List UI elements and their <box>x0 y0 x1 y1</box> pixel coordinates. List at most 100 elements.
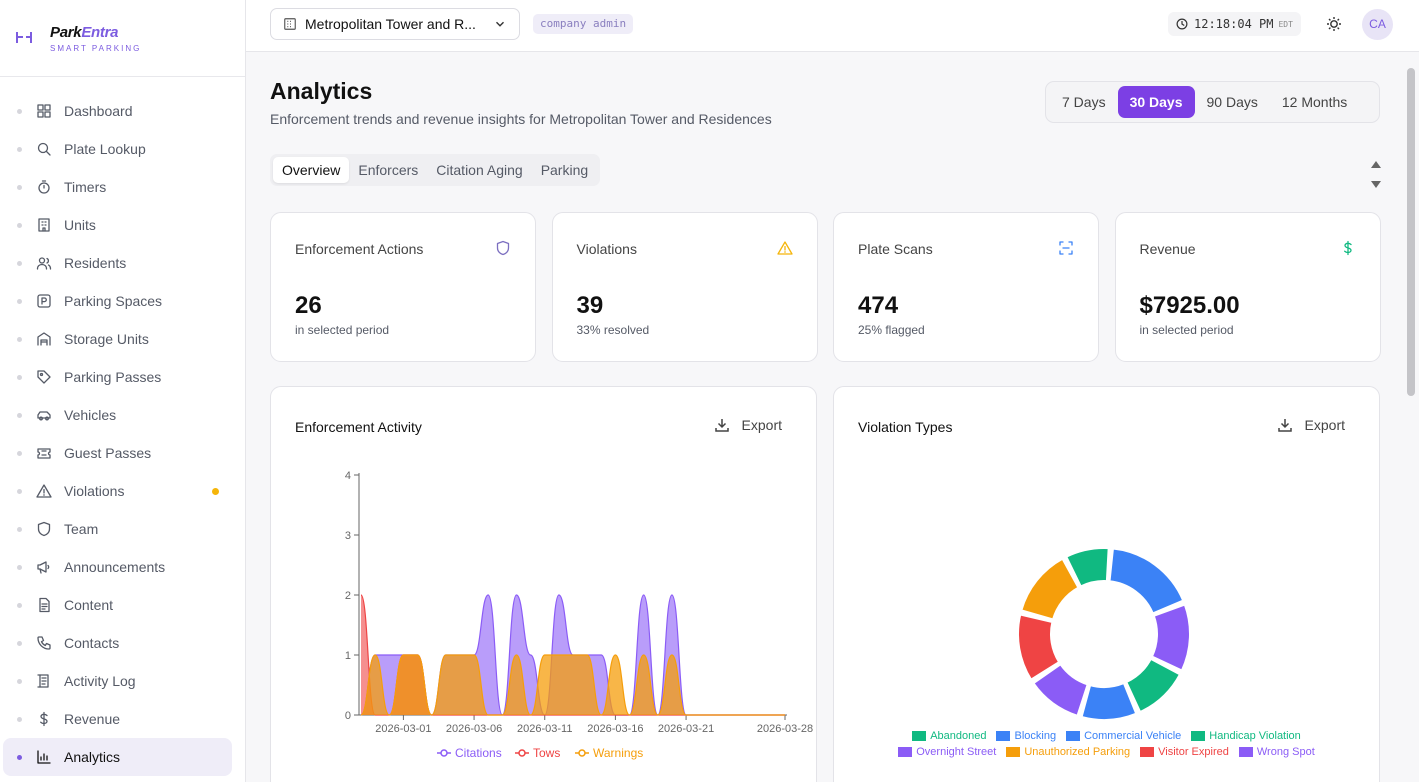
legend-label: Blocking <box>1014 730 1057 742</box>
range-30-days-button[interactable]: 30 Days <box>1117 86 1195 118</box>
sidebar-item-activity-log[interactable]: Activity Log <box>3 662 232 700</box>
topbar: Metropolitan Tower and R... company admi… <box>246 0 1419 52</box>
sidebar-item-dashboard[interactable]: Dashboard <box>3 92 232 130</box>
sidebar-item-label: Announcements <box>64 559 166 575</box>
nav-dot <box>17 298 22 304</box>
nav-dot <box>17 184 22 190</box>
nav-dot <box>17 450 22 456</box>
slice-unauthorized-parking[interactable] <box>1020 557 1080 621</box>
avatar[interactable]: CA <box>1362 9 1393 40</box>
tab-citation-aging[interactable]: Citation Aging <box>436 162 523 178</box>
legend-item-wrong-spot[interactable]: Wrong Spot <box>1238 746 1315 758</box>
line-warnings <box>360 654 785 716</box>
x-tick-label: 2026-03-06 <box>446 723 502 735</box>
stat-value: $7925.00 <box>1139 292 1240 319</box>
chart-title: Violation Types <box>858 419 953 435</box>
slice-commercial-vehicle[interactable] <box>1080 681 1138 721</box>
legend-swatch <box>1238 747 1253 757</box>
warning-icon <box>776 241 793 255</box>
range-7-days-button[interactable]: 7 Days <box>1062 94 1106 110</box>
nav-dot <box>17 336 22 342</box>
theme-toggle-button[interactable] <box>1324 14 1344 34</box>
tag-icon <box>37 370 51 384</box>
legend-marker <box>518 749 526 757</box>
nav-dot <box>17 374 22 380</box>
legend-item-overnight-street[interactable]: Overnight Street <box>898 746 996 758</box>
legend-label: Visitor Expired <box>1158 746 1229 758</box>
slice-wrong-spot[interactable] <box>1150 603 1191 672</box>
export-button[interactable]: Export <box>1277 417 1345 433</box>
sidebar-item-label: Parking Spaces <box>64 293 163 309</box>
violation-donut-chart <box>1017 547 1191 721</box>
property-select[interactable]: Metropolitan Tower and R... <box>270 8 520 40</box>
property-name: Metropolitan Tower and R... <box>305 16 476 32</box>
legend-label-tows: Tows <box>533 746 560 760</box>
range-12-months-button[interactable]: 12 Months <box>1281 94 1348 110</box>
sidebar-item-team[interactable]: Team <box>3 510 232 548</box>
sidebar-item-vehicles[interactable]: Vehicles <box>3 396 232 434</box>
date-range-selector: 7 Days 30 Days 90 Days 12 Months <box>1045 81 1380 123</box>
sidebar-nav: Dashboard Plate Lookup Timers Units Resident… <box>0 77 245 776</box>
brand-name: ParkEntra <box>50 23 119 41</box>
legend-item-visitor-expired[interactable]: Visitor Expired <box>1140 746 1229 758</box>
sidebar-item-revenue[interactable]: Revenue <box>3 700 232 738</box>
slice-abandoned[interactable] <box>1064 547 1110 588</box>
nav-dot <box>17 488 22 494</box>
sidebar-item-parking-spaces[interactable]: Parking Spaces <box>3 282 232 320</box>
slice-blocking[interactable] <box>1108 547 1185 615</box>
legend-label: Abandoned <box>930 730 987 742</box>
sidebar-item-units[interactable]: Units <box>3 206 232 244</box>
y-tick-label: 1 <box>345 650 351 662</box>
x-tick-label: 2026-03-01 <box>375 723 431 735</box>
sidebar-item-storage-units[interactable]: Storage Units <box>3 320 232 358</box>
sidebar-item-analytics[interactable]: Analytics <box>3 738 232 776</box>
document-icon <box>39 597 50 613</box>
slice-handicap-violation[interactable] <box>1124 657 1182 714</box>
grid-icon <box>37 104 51 118</box>
legend-item-abandoned[interactable]: Abandoned <box>912 730 986 742</box>
sidebar-item-residents[interactable]: Residents <box>3 244 232 282</box>
legend-label-warnings: Warnings <box>593 746 643 760</box>
warehouse-icon <box>37 332 51 346</box>
scrollbar-thumb[interactable] <box>1407 68 1415 396</box>
range-90-days-button[interactable]: 90 Days <box>1206 94 1258 110</box>
legend-swatch <box>1191 731 1206 741</box>
sidebar-item-timers[interactable]: Timers <box>3 168 232 206</box>
legend-item-blocking[interactable]: Blocking <box>996 730 1056 742</box>
nav-dot <box>17 222 22 228</box>
legend-label: Commercial Vehicle <box>1084 730 1182 742</box>
building-icon <box>38 218 50 232</box>
nav-dot <box>17 754 22 760</box>
legend-item-commercial-vehicle[interactable]: Commercial Vehicle <box>1066 730 1181 742</box>
sidebar-item-content[interactable]: Content <box>3 586 232 624</box>
log-icon <box>37 674 49 688</box>
y-tick-label: 4 <box>345 470 351 482</box>
sidebar-item-guest-passes[interactable]: Guest Passes <box>3 434 232 472</box>
tab-parking[interactable]: Parking <box>540 162 589 178</box>
violation-types-card: Violation Types Export Abandoned Blocking… <box>833 386 1380 782</box>
sidebar-item-plate-lookup[interactable]: Plate Lookup <box>3 130 232 168</box>
scroll-arrows[interactable] <box>1370 156 1382 195</box>
phone-icon <box>37 636 51 650</box>
arrow-up-icon[interactable] <box>1370 159 1382 169</box>
brand[interactable]: ParkEntra SMART PARKING <box>0 0 245 77</box>
export-button[interactable]: Export <box>714 417 782 433</box>
nav-dot <box>17 678 22 684</box>
legend-label: Overnight Street <box>916 746 997 758</box>
sidebar-item-label: Revenue <box>64 711 121 727</box>
sidebar: ParkEntra SMART PARKING Dashboard Plate L… <box>0 0 246 782</box>
legend-item-unauthorized-parking[interactable]: Unauthorized Parking <box>1006 746 1130 758</box>
legend-item-handicap-violation[interactable]: Handicap Violation <box>1191 730 1301 742</box>
sidebar-item-contacts[interactable]: Contacts <box>3 624 232 662</box>
download-icon <box>1277 419 1292 432</box>
nav-dot <box>17 108 22 114</box>
sidebar-item-parking-passes[interactable]: Parking Passes <box>3 358 232 396</box>
tab-overview[interactable]: Overview <box>273 157 350 183</box>
sidebar-item-violations[interactable]: Violations <box>3 472 232 510</box>
arrow-down-icon[interactable] <box>1370 180 1382 190</box>
tab-enforcers[interactable]: Enforcers <box>358 162 419 178</box>
analytics-tabs: Overview Enforcers Citation Aging Parking <box>270 154 601 186</box>
slice-overnight-street[interactable] <box>1032 662 1089 718</box>
sidebar-item-announcements[interactable]: Announcements <box>3 548 232 586</box>
slice-visitor-expired[interactable] <box>1017 613 1061 681</box>
